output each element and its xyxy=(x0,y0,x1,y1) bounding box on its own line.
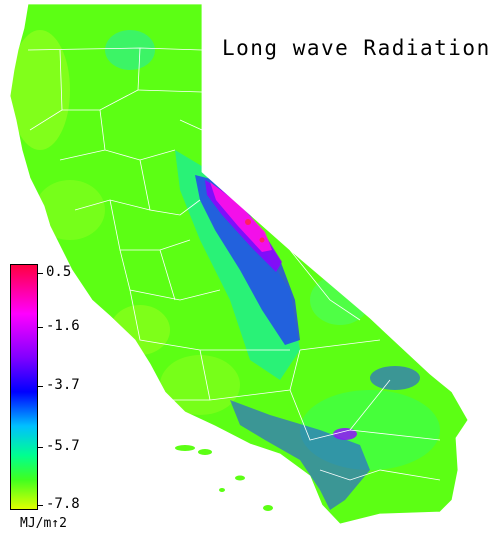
legend-tick xyxy=(38,327,43,328)
legend-label: -5.7 xyxy=(46,438,80,454)
radiation-field xyxy=(10,30,440,510)
legend-tick xyxy=(38,273,43,274)
legend-label-max: 0.5 xyxy=(46,264,72,280)
legend-label: -1.6 xyxy=(46,318,80,334)
color-legend-bar xyxy=(10,264,38,510)
legend-label-min: -7.8 xyxy=(46,496,80,512)
legend-units: MJ/m↑2 xyxy=(20,516,67,531)
legend-tick xyxy=(38,505,43,506)
state-outline xyxy=(9,3,469,525)
county-boundaries xyxy=(27,47,441,481)
channel-islands xyxy=(175,445,273,511)
map-title: Long wave Radiation xyxy=(222,36,491,60)
legend-tick xyxy=(38,386,43,387)
legend-label: -3.7 xyxy=(46,377,80,393)
legend-tick xyxy=(38,447,43,448)
